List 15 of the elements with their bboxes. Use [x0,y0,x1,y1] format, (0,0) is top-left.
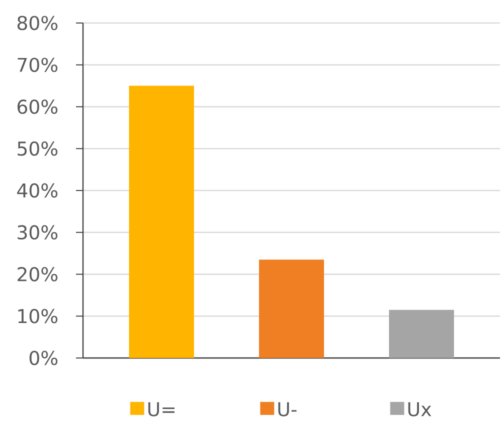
y-tick-label: 70% [18,58,58,72]
y-tick-label: 20% [18,267,58,282]
y-tick-label: 0% [30,350,58,366]
y-tick-label: 60% [18,100,58,114]
y-tick-label: 30% [18,225,58,240]
y-tick-label: 40% [17,183,58,198]
bar [259,260,324,358]
bar [129,86,194,358]
y-tick-label: 10% [18,308,58,324]
bar [389,310,454,358]
y-tick-label: 50% [18,141,58,156]
legend-label: U- [278,402,297,416]
legend-label: Ux [408,402,432,416]
y-tick-label: 80% [18,16,58,30]
legend-label: U= [148,402,175,416]
